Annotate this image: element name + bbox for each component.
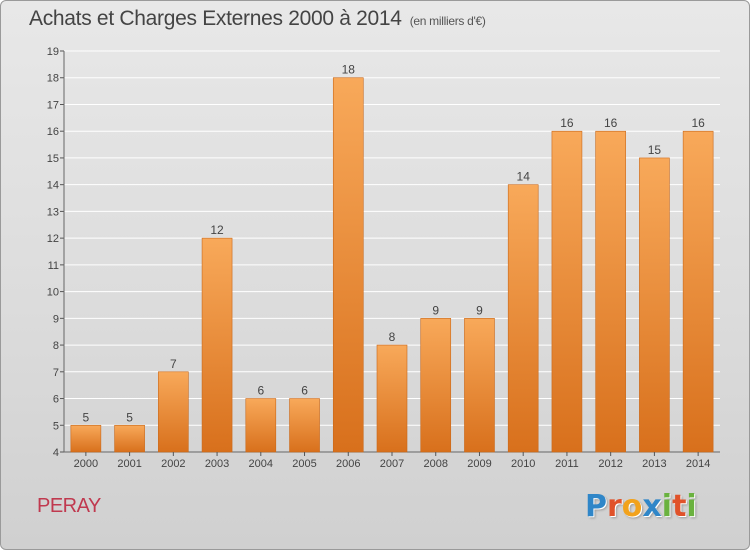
bar-2005 xyxy=(289,398,320,453)
logo-letter: i xyxy=(661,489,673,524)
bar-value-label: 16 xyxy=(560,116,574,130)
y-tick-label: 18 xyxy=(47,73,59,85)
bar-value-label: 5 xyxy=(126,410,133,424)
x-tick-label: 2003 xyxy=(205,458,229,470)
bar-value-label: 14 xyxy=(517,170,531,184)
bar-2014 xyxy=(682,130,714,453)
x-tick-label: 2011 xyxy=(555,458,579,470)
logo-letter: i xyxy=(686,489,697,524)
bar-2009 xyxy=(464,318,495,453)
chart-title: Achats et Charges Externes 2000 à 2014 (e… xyxy=(29,7,486,31)
y-tick-label: 6 xyxy=(53,394,59,406)
bar-2007 xyxy=(376,344,408,453)
y-tick-label: 8 xyxy=(53,340,59,352)
chart-title-text: Achats et Charges Externes 2000 à 2014 xyxy=(29,7,402,30)
y-tick-label: 15 xyxy=(47,153,59,165)
x-tick-label: 2006 xyxy=(336,458,360,470)
bar-value-label: 16 xyxy=(604,116,618,130)
y-tick-label: 10 xyxy=(47,287,59,299)
logo-letter: r xyxy=(607,489,622,524)
bar-value-label: 18 xyxy=(342,63,356,77)
logo-letter: t xyxy=(672,489,687,524)
x-tick-label: 2005 xyxy=(292,458,316,470)
y-tick-label: 17 xyxy=(47,99,59,111)
bar-value-label: 12 xyxy=(210,223,224,237)
bar-value-label: 16 xyxy=(691,116,705,130)
proxiti-logo: Proxiti xyxy=(585,489,697,524)
y-tick-label: 11 xyxy=(48,260,59,272)
bar-value-label: 5 xyxy=(83,410,90,424)
bar-2003 xyxy=(201,237,233,453)
bar-value-label: 8 xyxy=(389,330,396,344)
bar-value-label: 7 xyxy=(170,357,177,371)
x-tick-label: 2002 xyxy=(161,458,185,470)
bar-2008 xyxy=(420,318,452,453)
logo-letter: o xyxy=(621,489,643,524)
x-tick-label: 2001 xyxy=(117,458,141,470)
bar-2000 xyxy=(70,424,102,453)
bar-2004 xyxy=(245,398,277,453)
bar-2006 xyxy=(332,77,364,453)
bar-2013 xyxy=(639,157,670,453)
x-tick-label: 2004 xyxy=(249,458,273,470)
y-tick-label: 19 xyxy=(47,46,59,58)
x-tick-label: 2010 xyxy=(511,458,535,470)
bar-value-label: 6 xyxy=(257,384,264,398)
y-tick-label: 4 xyxy=(53,447,59,459)
chart-unit: (en milliers d'€) xyxy=(409,14,486,28)
y-tick-label: 9 xyxy=(53,313,59,325)
y-tick-label: 7 xyxy=(53,367,59,379)
x-tick-label: 2014 xyxy=(686,458,710,470)
bar-2012 xyxy=(595,130,626,453)
x-tick-label: 2007 xyxy=(380,458,404,470)
x-tick-label: 2008 xyxy=(423,458,447,470)
bar-2001 xyxy=(114,424,145,453)
logo-letter: x xyxy=(642,489,662,524)
y-tick-label: 5 xyxy=(53,420,59,432)
bar-2011 xyxy=(551,130,583,453)
logo-letter: P xyxy=(585,489,607,524)
commune-name: PERAY xyxy=(37,495,101,517)
bar-value-label: 6 xyxy=(301,384,308,398)
y-tick-label: 16 xyxy=(47,126,59,138)
bar-value-label: 9 xyxy=(476,303,483,317)
bar-value-label: 15 xyxy=(648,143,662,157)
y-tick-label: 14 xyxy=(47,180,59,192)
x-tick-label: 2000 xyxy=(74,458,98,470)
x-tick-label: 2012 xyxy=(598,458,622,470)
bar-value-label: 9 xyxy=(432,303,439,317)
bar-2002 xyxy=(158,371,189,453)
y-tick-label: 13 xyxy=(47,206,59,218)
x-tick-label: 2013 xyxy=(642,458,666,470)
bar-2010 xyxy=(507,184,539,453)
x-tick-label: 2009 xyxy=(467,458,491,470)
y-tick-label: 12 xyxy=(47,233,59,245)
